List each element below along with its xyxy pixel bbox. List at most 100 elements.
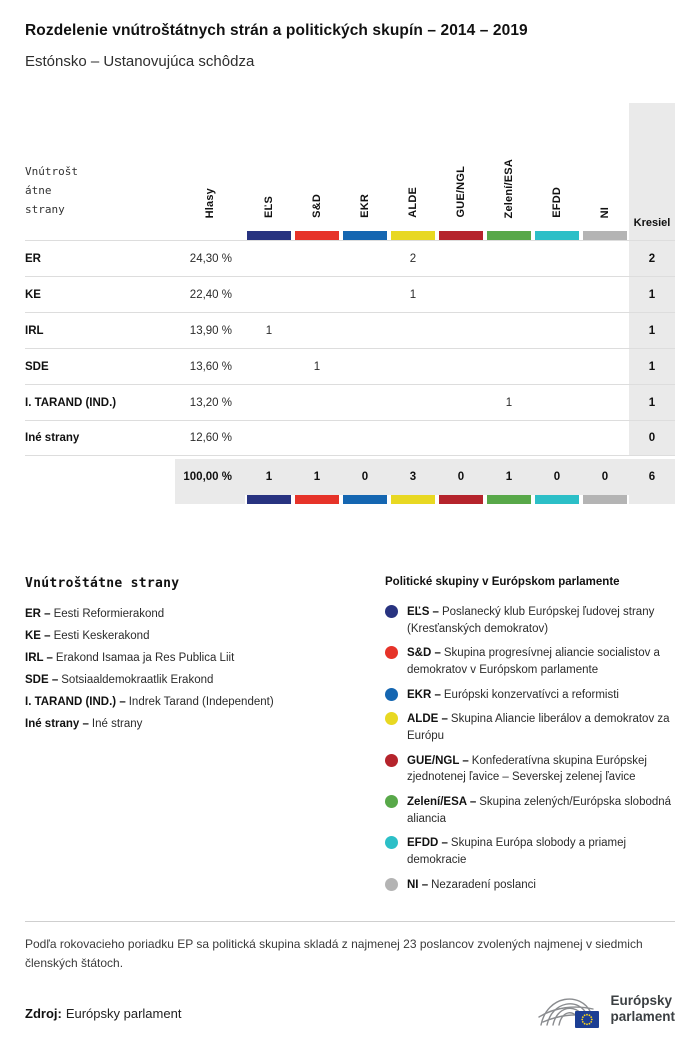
group-legend-item: ALDE – Skupina Aliancie liberálov a demok… (385, 711, 675, 744)
group-legend-item: S&D – Skupina progresívnej aliancie socia… (385, 645, 675, 678)
group-color-bar (487, 495, 531, 504)
group-count-cell (533, 313, 581, 348)
ep-logo-icon (538, 997, 600, 1028)
group-color-bar (343, 495, 387, 504)
group-count-cell (245, 385, 293, 420)
ep-logo: Európsky parlament (535, 987, 675, 1031)
table-total-row: 100,00 % 1 1 0 3 0 1 0 0 6 (25, 459, 675, 495)
group-count-cell (389, 421, 437, 455)
party-legend-item: Iné strany – Iné strany (25, 718, 143, 730)
source-value: Európsky parlament (65, 1005, 182, 1021)
party-cell: I. TARAND (IND.) (25, 396, 117, 409)
table-row: KE 22,40 % 1 1 (25, 276, 675, 312)
seats-cell: 0 (629, 421, 675, 455)
group-color-dot (385, 795, 398, 809)
ep-logo-wordmark: Európsky parlament (610, 993, 675, 1024)
group-count-cell (293, 313, 341, 348)
group-count-cell (341, 241, 389, 276)
party-cell: ER (25, 252, 41, 265)
group-count-cell (293, 277, 341, 312)
party-cell: Iné strany (25, 432, 80, 444)
group-count-cell (437, 313, 485, 348)
group-legend-item: NI – Nezaradení poslanci (385, 877, 675, 894)
total-group-cell: 1 (485, 459, 533, 495)
party-column-header: Vnútroštátne strany (25, 165, 78, 217)
party-cell: KE (25, 288, 41, 301)
group-count-cell (341, 349, 389, 384)
group-count-cell (437, 241, 485, 276)
total-votes-cell: 100,00 % (175, 459, 245, 495)
group-count-cell (437, 349, 485, 384)
group-color-dot (385, 605, 398, 618)
party-column-header-cell: Vnútroštátne strany (25, 103, 175, 240)
group-count-cell (245, 421, 293, 455)
group-color-bar (583, 231, 627, 240)
group-color-bar (487, 231, 531, 240)
group-count-cell (341, 385, 389, 420)
group-count-cell (533, 241, 581, 276)
total-group-cell: 0 (581, 459, 629, 495)
group-legend: Politické skupiny v Európskom parlamente… (385, 576, 675, 901)
party-legend-item: KE – Eesti Keskerakond (25, 630, 150, 642)
votes-cell: 13,20 % (189, 396, 232, 409)
votes-column-header: Hlasy (204, 187, 216, 218)
table-row: ER 24,30 % 2 2 (25, 240, 675, 276)
group-column-header-ekr: EKR (341, 103, 389, 240)
seats-column-header-cell: Kresiel (629, 103, 675, 240)
group-count-cell (533, 277, 581, 312)
table-row: SDE 13,60 % 1 1 (25, 348, 675, 384)
seats-cell: 1 (629, 349, 675, 384)
total-seats-cell: 6 (629, 459, 675, 495)
group-count-cell (581, 313, 629, 348)
votes-cell: 13,60 % (189, 360, 232, 373)
page-subtitle: Estónsko – Ustanovujúca schôdza (25, 53, 255, 70)
group-column-header-els: EĽS (245, 103, 293, 240)
total-group-cell: 0 (341, 459, 389, 495)
group-count-cell (293, 385, 341, 420)
footer-bottom-row: Zdroj: Európsky parlament (25, 987, 675, 1031)
group-count-cell: 1 (409, 288, 417, 301)
seats-column-header: Kresiel (633, 217, 671, 229)
group-color-dot (385, 646, 398, 660)
page-title: Rozdelenie vnútroštátnych strán a politi… (25, 22, 528, 39)
group-legend-item: GUE/NGL – Konfederatívna skupina Európske… (385, 753, 675, 786)
group-count-cell (437, 385, 485, 420)
seats-cell: 1 (629, 385, 675, 420)
group-color-bar (295, 231, 339, 240)
group-count-cell (389, 313, 437, 348)
spacer-bar (177, 231, 243, 240)
group-color-dot (385, 836, 398, 850)
group-color-dot (385, 687, 398, 701)
group-count-cell: 1 (313, 360, 321, 373)
votes-column-header-cell: Hlasy (175, 103, 245, 240)
party-legend-item: IRL – Erakond Isamaa ja Res Publica Liit (25, 652, 235, 664)
group-column-header-sd: S&D (293, 103, 341, 240)
group-count-cell (581, 421, 629, 455)
group-count-cell (245, 349, 293, 384)
group-color-dot (385, 712, 398, 726)
votes-cell: 24,30 % (189, 252, 232, 265)
group-count-cell (341, 421, 389, 455)
total-group-cell: 1 (293, 459, 341, 495)
party-legend-heading: Vnútroštátne strany (25, 576, 180, 591)
group-count-cell: 1 (505, 396, 513, 409)
source-line: Zdroj: Európsky parlament (25, 1006, 181, 1031)
group-column-header-zeleni: Zelení/ESA (485, 103, 533, 240)
group-count-cell (389, 385, 437, 420)
party-legend-item: SDE – Sotsiaaldemokraatlik Erakond (25, 674, 214, 686)
total-group-cell: 0 (437, 459, 485, 495)
group-color-bar (439, 495, 483, 504)
group-column-header-guengl: GUE/NGL (437, 103, 485, 240)
group-color-bar (391, 231, 435, 240)
source-label: Zdroj: (25, 1005, 62, 1021)
group-color-bar (247, 495, 291, 504)
group-color-bar (247, 231, 291, 240)
group-count-cell (581, 241, 629, 276)
party-legend-item: I. TARAND (IND.) – Indrek Tarand (Indepen… (25, 696, 274, 708)
votes-cell: 12,60 % (189, 432, 232, 444)
group-count-cell (485, 421, 533, 455)
group-color-bar (439, 231, 483, 240)
table-row: Iné strany 12,60 % 0 (25, 420, 675, 456)
group-count-cell (533, 385, 581, 420)
